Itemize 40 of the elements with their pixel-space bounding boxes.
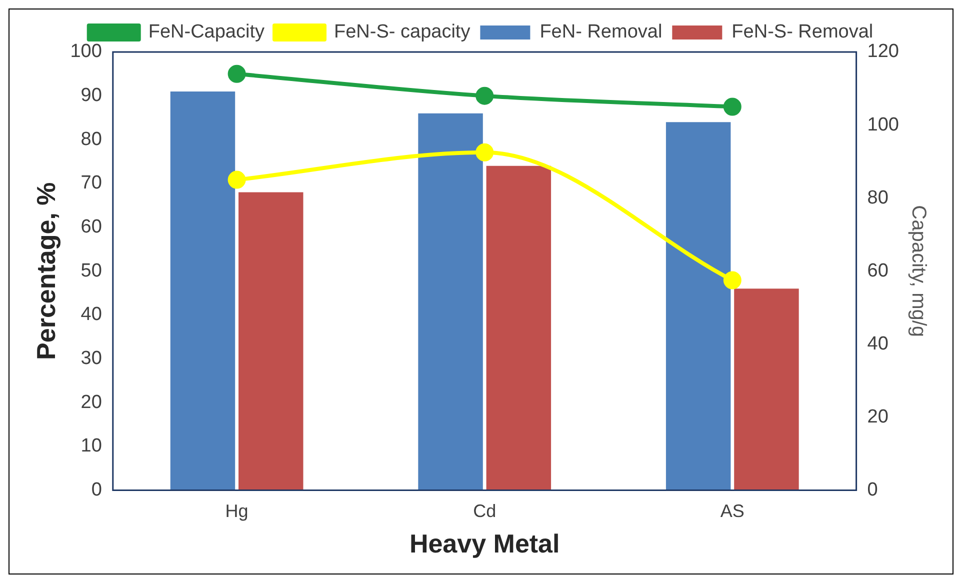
point: [723, 271, 742, 290]
legend-label: FeN-Capacity: [148, 22, 265, 43]
y-tick-label: 10: [80, 436, 102, 457]
y-tick-label: 0: [91, 479, 102, 500]
legend-label: FeN- Removal: [540, 22, 662, 43]
point: [476, 86, 494, 105]
y2-axis-title: Capacity, mg/g: [907, 205, 930, 338]
y-tick-label: 40: [80, 304, 102, 326]
y2-tick-label: 80: [867, 187, 888, 208]
y-tick-label: 70: [80, 172, 102, 194]
y2-tick-label: 20: [867, 406, 888, 428]
legend-label: FeN-S- capacity: [334, 22, 471, 43]
y-tick-label: 100: [70, 41, 102, 62]
y-tick-label: 80: [80, 128, 102, 150]
y-tick-label: 60: [80, 216, 102, 238]
y-tick-label: 50: [80, 260, 102, 282]
bar: [486, 166, 552, 490]
y-axis-title: Percentage, %: [30, 182, 61, 360]
y2-tick-label: 40: [867, 333, 888, 354]
point: [228, 170, 246, 189]
x-tick-label: AS: [720, 500, 744, 521]
bar: [418, 113, 483, 490]
y2-tick-label: 100: [867, 114, 899, 136]
y2-tick-label: 60: [867, 260, 888, 282]
bar: [238, 192, 304, 490]
x-axis-title: Heavy Metal: [409, 528, 560, 559]
y2-tick-label: 0: [867, 479, 878, 500]
point: [476, 143, 494, 162]
x-tick-label: Hg: [225, 500, 248, 521]
x-tick-label: Cd: [473, 500, 496, 521]
legend-label: FeN-S- Removal: [732, 22, 874, 43]
point: [723, 98, 742, 116]
point: [228, 64, 246, 83]
bar: [170, 91, 236, 490]
bar: [666, 122, 731, 490]
bar: [734, 288, 799, 490]
y-tick-label: 20: [80, 392, 102, 413]
y-tick-label: 30: [80, 348, 102, 369]
y-tick-label: 90: [80, 85, 102, 106]
y2-tick-label: 120: [867, 41, 899, 62]
